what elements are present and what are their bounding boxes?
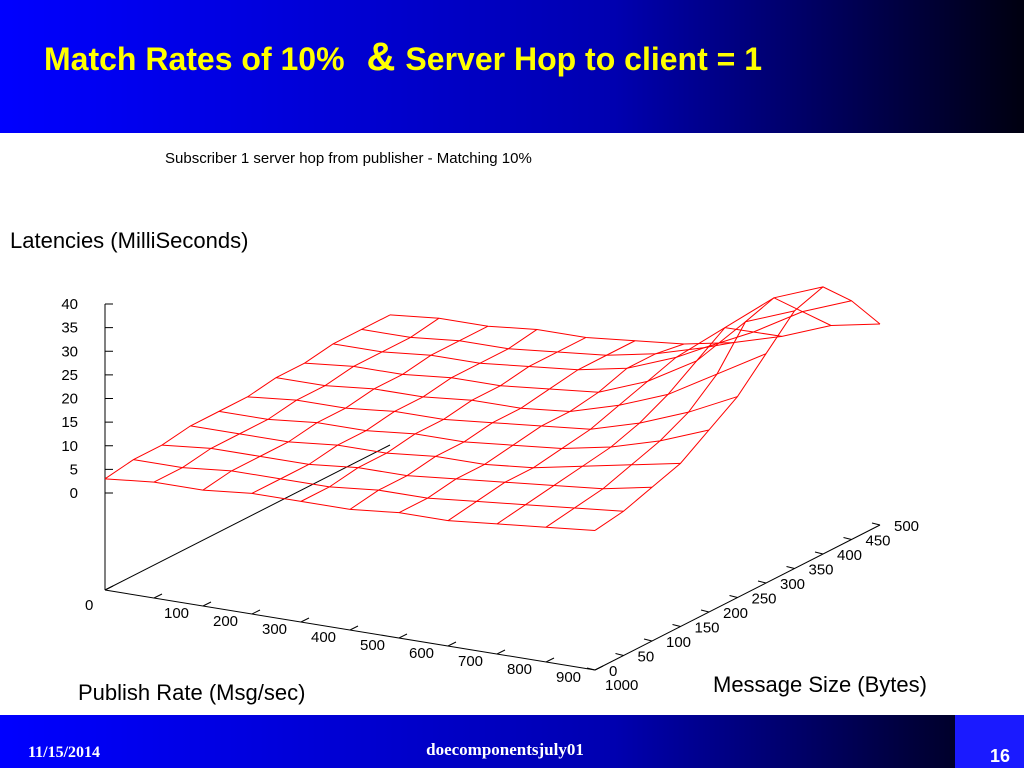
y-tick-label: 50 <box>638 649 655 666</box>
y-tick-label: 350 <box>809 562 834 579</box>
z-tick-label: 0 <box>70 485 78 502</box>
y-tick <box>586 667 596 671</box>
x-tick <box>545 657 555 663</box>
y-tick <box>757 580 767 584</box>
y-tick <box>843 537 852 540</box>
y-tick-label: 400 <box>837 547 862 564</box>
x-tick <box>251 609 261 615</box>
z-tick-label: 40 <box>61 296 78 313</box>
z-tick-label: 15 <box>61 414 78 431</box>
surface-column <box>104 314 391 480</box>
y-tick <box>643 638 653 642</box>
x-tick-label: 900 <box>556 669 581 686</box>
surface-column <box>496 327 783 525</box>
z-tick-label: 25 <box>61 367 78 384</box>
y-tick-label: 150 <box>695 620 720 637</box>
title-part: Match Rates of 10% <box>44 41 345 77</box>
x-tick <box>447 641 457 647</box>
x-tick <box>300 617 310 623</box>
y-tick-label: 0 <box>609 663 617 680</box>
surface-column <box>349 340 636 510</box>
y-tick <box>700 609 710 613</box>
y-tick-label: 100 <box>666 634 691 651</box>
x-axis-label: Publish Rate (Msg/sec) <box>78 680 305 705</box>
y-tick-label: 300 <box>780 576 805 593</box>
surface-column <box>594 286 881 531</box>
x-tick <box>202 601 212 607</box>
x-tick-label: 1000 <box>605 677 638 694</box>
z-tick-label: 35 <box>61 320 78 337</box>
z-tick-label: 10 <box>61 438 78 455</box>
y-tick-label: 200 <box>723 605 748 622</box>
x-tick <box>104 585 114 591</box>
x-tick <box>496 649 506 655</box>
x-tick-label: 400 <box>311 629 336 646</box>
y-tick <box>729 595 738 598</box>
y-tick-label: 250 <box>752 591 777 608</box>
z-axis-label: Latencies (MilliSeconds) <box>10 228 248 253</box>
z-tick-label: 30 <box>61 343 78 360</box>
surface-column <box>447 342 734 522</box>
title-part: Server Hop to client = 1 <box>405 41 762 77</box>
slide-title: Match Rates of 10% & Server Hop to client … <box>44 35 762 79</box>
surface-column <box>202 325 489 491</box>
y-tick <box>871 522 881 526</box>
x-tick <box>349 625 359 631</box>
x-tick-label: 100 <box>164 605 189 622</box>
y-tick-label: 500 <box>894 518 919 535</box>
surface-column <box>153 317 440 483</box>
title-part: & <box>367 35 396 79</box>
x-tick-label: 700 <box>458 653 483 670</box>
footer-name: doecomponentsjuly01 <box>426 740 584 759</box>
x-tick <box>398 633 408 639</box>
surface-column <box>251 329 538 494</box>
y-tick <box>814 551 824 555</box>
x-tick-label: 600 <box>409 645 434 662</box>
y-tick <box>672 624 681 627</box>
x-tick <box>594 665 604 671</box>
x-tick-label: 200 <box>213 613 238 630</box>
y-axis-label: Message Size (Bytes) <box>713 672 927 697</box>
x-tick-label: 0 <box>85 597 93 614</box>
y-tick <box>786 566 795 569</box>
x-tick-label: 800 <box>507 661 532 678</box>
chart-title: Subscriber 1 server hop from publisher -… <box>165 150 532 167</box>
y-tick-label: 450 <box>866 533 891 550</box>
surface-column <box>300 337 587 502</box>
x-tick-label: 500 <box>360 637 385 654</box>
page-block <box>955 715 1024 768</box>
y-tick <box>615 653 624 656</box>
surface-column <box>545 297 832 528</box>
z-tick-label: 5 <box>70 461 78 478</box>
page-number: 16 <box>990 746 1010 766</box>
back-axis <box>104 444 391 591</box>
surface-column <box>398 343 685 514</box>
x-tick-label: 300 <box>262 621 287 638</box>
footer-date: 11/15/2014 <box>28 744 100 761</box>
x-tick <box>153 593 163 599</box>
z-tick-label: 20 <box>61 391 78 408</box>
